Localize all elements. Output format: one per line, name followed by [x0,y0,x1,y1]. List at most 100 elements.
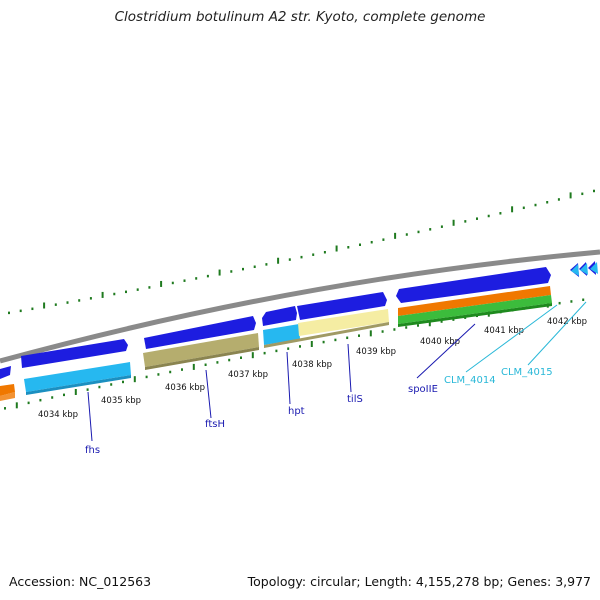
tick-mark [359,243,361,246]
gene-label-hpt[interactable]: hpt [288,406,305,417]
tick-mark [204,363,207,367]
tick-mark [322,340,325,344]
cds-arrow[interactable] [396,267,551,303]
tick-mark [534,203,537,207]
cds-khaki-edge [264,322,389,348]
forward-strand-features [0,261,596,379]
cds-cyan-edge [26,375,131,395]
reverse-strand-features [0,286,552,401]
tick-mark [464,220,467,223]
tick-mark [370,240,373,244]
tick-mark [242,267,244,271]
tick-mark [440,320,443,323]
tick-mark [593,189,595,193]
tick-mark [145,375,148,379]
tick-mark [581,192,584,196]
cds-cyan[interactable] [24,362,131,392]
cds-arrow-left[interactable] [590,262,598,274]
tick-mark [216,361,219,364]
tick-mark [66,301,69,304]
kbp-label: 4038 kbp [292,360,332,370]
tick-mark [347,246,350,249]
green-feature[interactable] [398,295,552,324]
cds-arrows-cyan-small [571,262,598,276]
tick-mark [417,230,420,234]
tick-mark [51,396,54,399]
tick-mark [230,270,233,273]
tick-mark [405,233,408,236]
tick-mark [288,258,291,261]
leader-line [416,323,476,379]
tick-mark [263,351,266,355]
tick-mark [382,238,385,241]
tick-mark [476,217,478,220]
tick-mark [181,368,183,371]
tick-mark [206,274,209,278]
tick-mark [299,345,301,348]
kbp-label: 4037 kbp [228,370,268,380]
tick-mark [110,383,113,386]
cds-khaki[interactable] [298,309,389,336]
leader-line [465,304,558,373]
tick-mark [101,291,104,298]
tick-mark [334,338,337,342]
tick-mark [240,356,242,359]
tick-mark [310,340,313,347]
tick-mark [136,288,139,291]
tick-mark [417,324,419,327]
cds-arrow-left[interactable] [580,263,588,275]
green-feature-edge [398,303,552,327]
gene-label-clm-4015[interactable]: CLM_4015 [501,367,553,378]
cds-olive-edge [145,347,259,370]
kbp-label: 4036 kbp [165,383,205,393]
cds-arrow[interactable] [262,306,297,326]
tick-mark [27,401,30,405]
tick-mark [312,253,315,256]
gene-labels: fhs ftsH hpt tilS spoIIE CLM_4014 CLM_4015 [85,367,553,456]
tick-mark [78,299,81,302]
tick-mark [169,370,172,374]
tick-mark [522,206,525,210]
tick-mark [323,250,326,254]
gene-label-tils[interactable]: tilS [347,394,363,405]
gene-label-clm-4014[interactable]: CLM_4014 [444,375,496,386]
tick-mark [228,358,231,362]
tick-mark [557,198,560,201]
tick-mark [287,347,290,350]
tick-mark [122,380,124,384]
tick-mark [346,336,349,340]
kbp-label: 4040 kbp [420,337,460,347]
tick-mark [183,279,186,282]
tick-mark [452,318,455,321]
label-leaders [87,301,587,442]
tick-mark [218,269,221,276]
orange-feature-edge [0,392,15,401]
cds-arrow-left[interactable] [571,264,579,276]
tick-mark [487,214,490,218]
accession-text: Accession: NC_012563 [9,574,152,589]
tick-mark [19,309,22,313]
tick-mark [125,290,127,294]
leader-line [347,343,352,393]
leader-line [286,351,291,405]
orange-feature[interactable] [398,286,551,316]
gene-label-fhs[interactable]: fhs [85,445,100,456]
cds-arrow[interactable] [21,339,128,368]
gene-label-ftsh[interactable]: ftsH [205,419,225,430]
gene-label-spoiie[interactable]: spoIIE [408,384,438,395]
outer-tick-ring [8,189,595,315]
tick-mark [192,363,195,370]
tick-mark [428,320,431,327]
cds-arrow[interactable] [0,366,11,379]
cds-arrow[interactable] [297,292,387,320]
cds-cyan[interactable] [263,324,300,345]
tick-mark [358,334,360,337]
tick-mark [160,280,163,287]
tick-mark [265,263,268,266]
cds-olive[interactable] [143,333,259,367]
leader-line [205,369,212,419]
tick-mark [251,352,254,359]
cds-arrow[interactable] [144,316,256,349]
genome-summary-text: Topology: circular; Length: 4,155,278 bp… [247,574,591,589]
